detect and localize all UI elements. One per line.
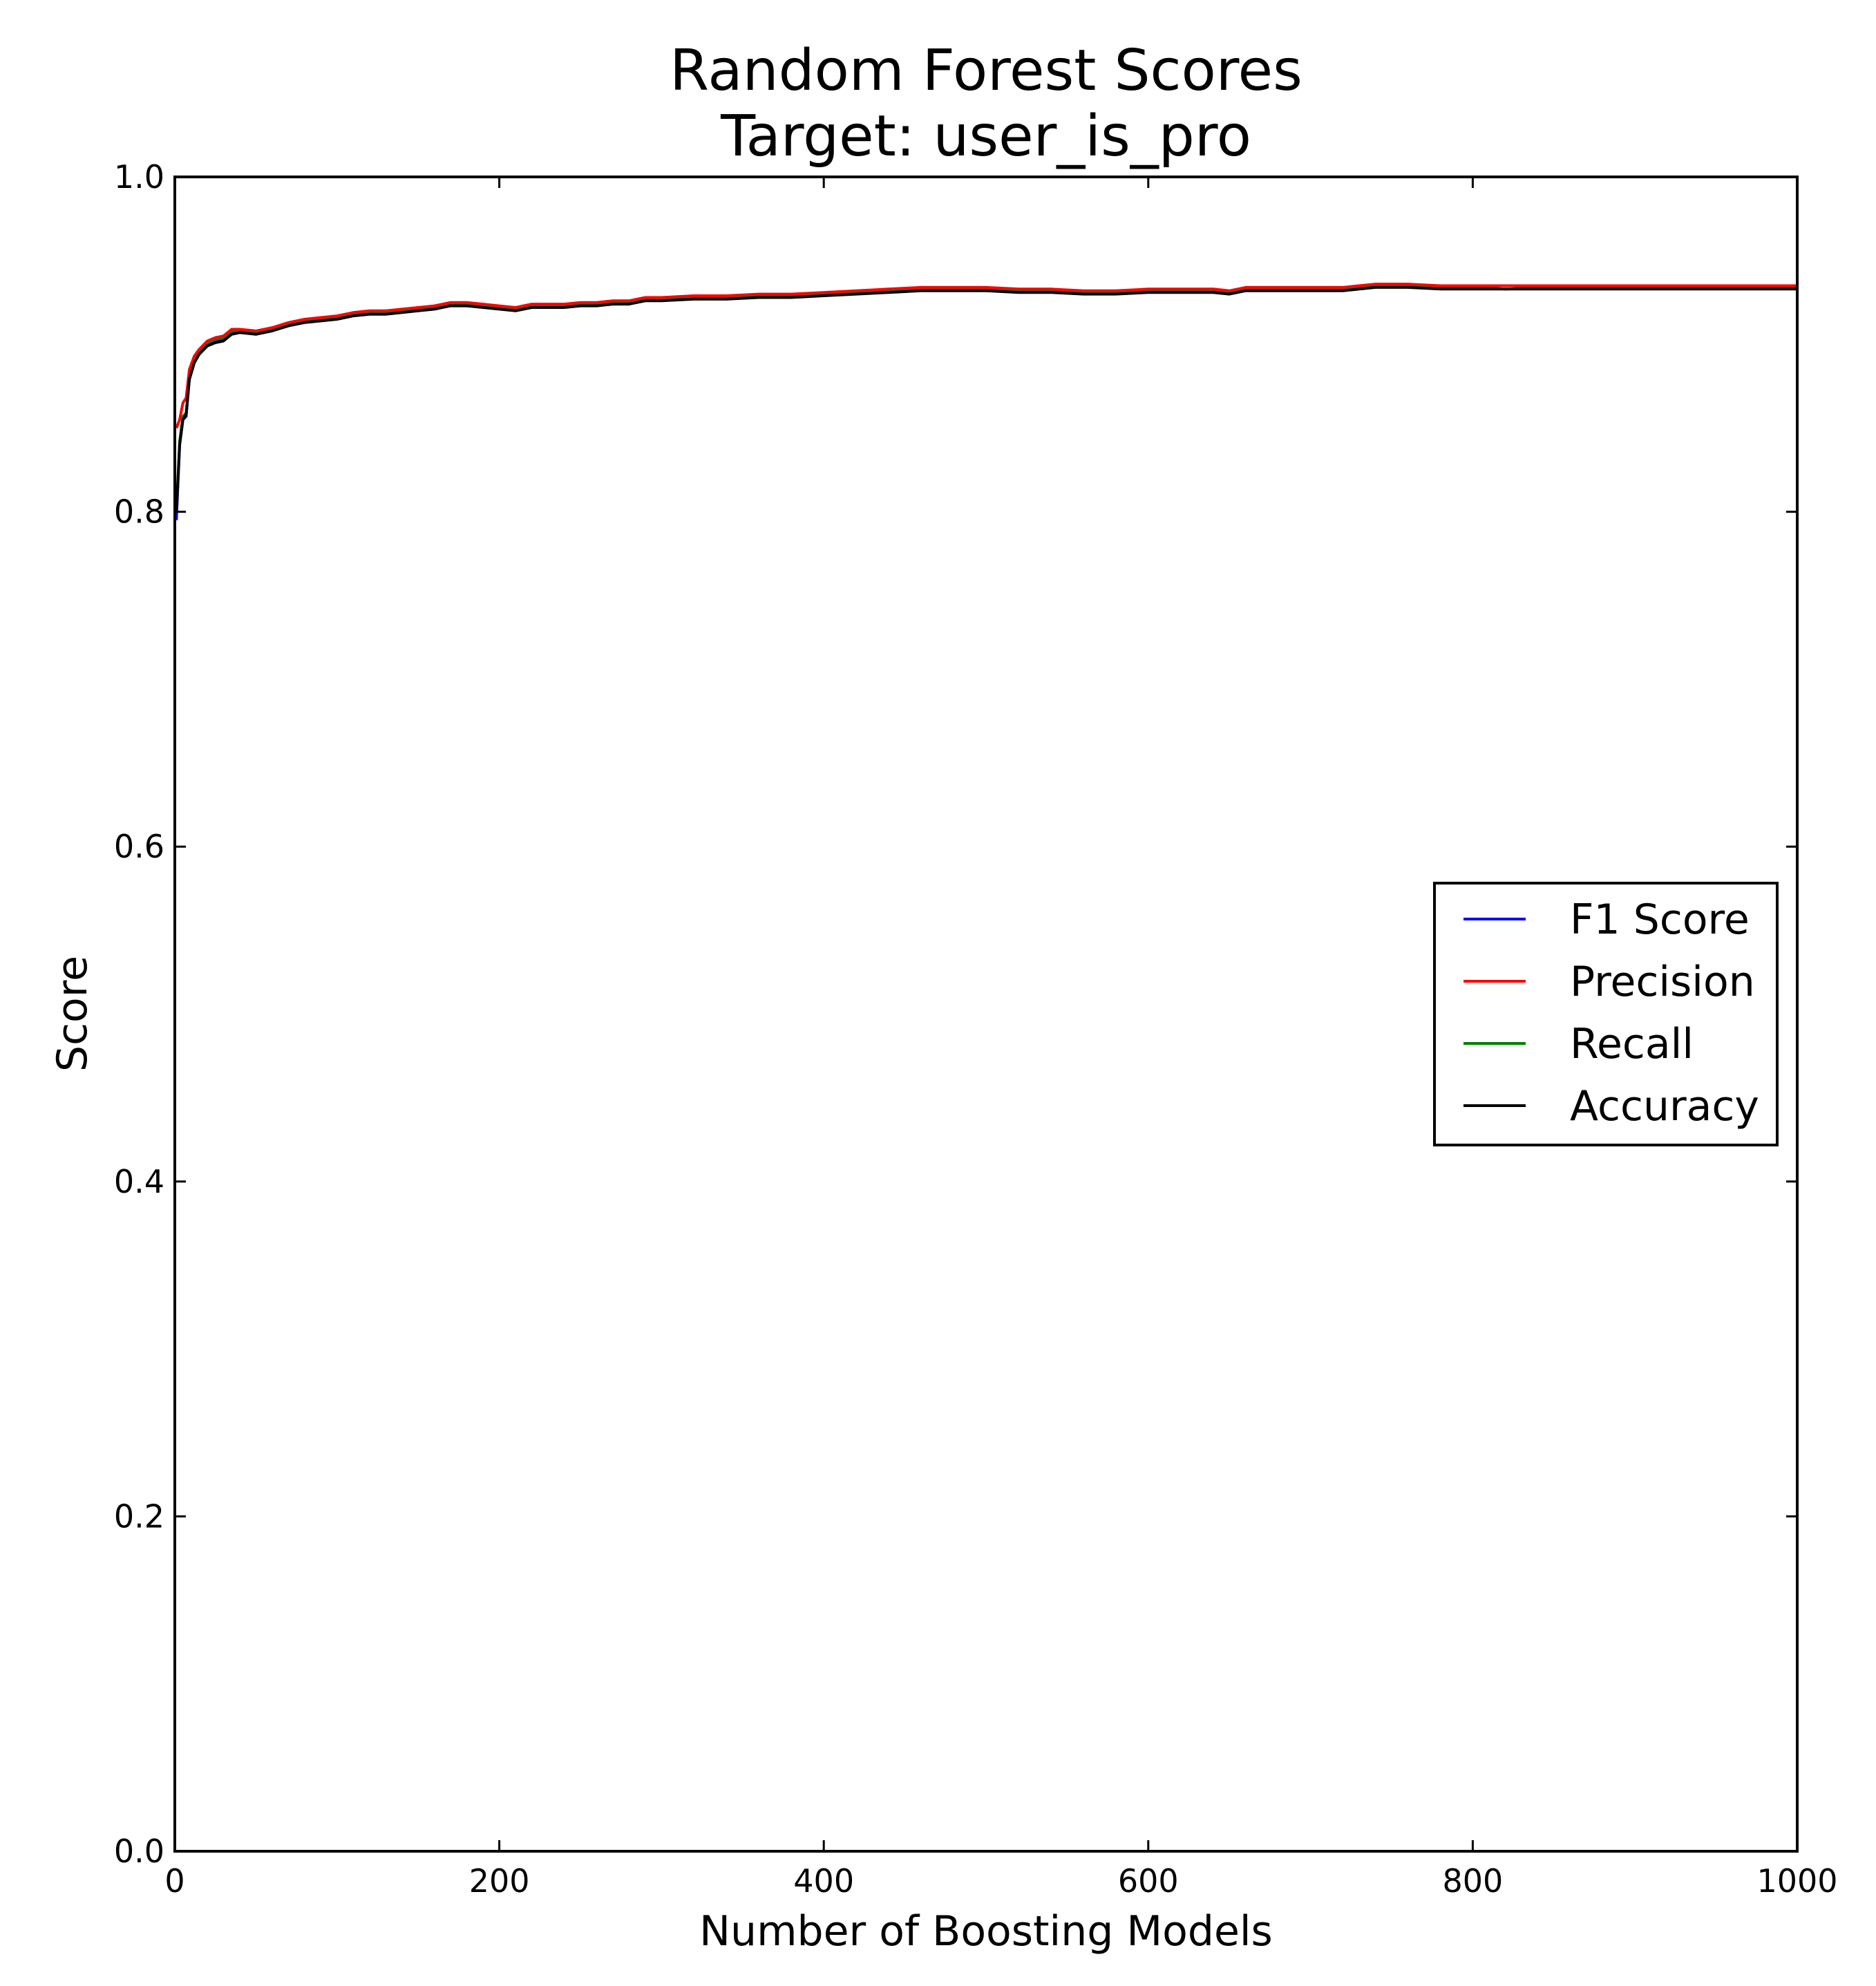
chart-subtitle: Target: user_is_pro [720, 104, 1251, 169]
x-tick-label: 400 [793, 1862, 854, 1900]
y-tick-label: 1.0 [114, 158, 164, 196]
legend-box [1433, 882, 1779, 1146]
x-tick-label: 200 [469, 1862, 530, 1900]
x-axis-ticks: 0 200 400 600 800 1000 [164, 177, 1838, 1900]
legend: F1 Score Precision Recall Accuracy [1433, 882, 1779, 1146]
x-tick-label: 1000 [1756, 1862, 1837, 1900]
x-tick-label: 800 [1442, 1862, 1503, 1900]
y-axis-label: Score [48, 956, 97, 1072]
y-axis-ticks: 0.0 0.2 0.4 0.6 0.8 1.0 [114, 158, 1797, 1870]
x-tick-label: 600 [1118, 1862, 1179, 1900]
plot-frame [173, 176, 1799, 1853]
legend-label-accuracy: Accuracy [1570, 1082, 1759, 1131]
y-tick-label: 0.8 [114, 493, 164, 531]
x-tick-label: 0 [164, 1862, 184, 1900]
series-line-accuracy [175, 285, 1797, 512]
x-axis-label: Number of Boosting Models [699, 1907, 1273, 1956]
y-tick-label: 0.4 [114, 1163, 164, 1200]
chart-title: Random Forest Scores [670, 38, 1302, 104]
legend-label-precision: Precision [1570, 958, 1755, 1006]
series-line-recall [175, 284, 1797, 512]
y-tick-label: 0.0 [114, 1833, 164, 1870]
legend-label-f1-score: F1 Score [1570, 896, 1750, 944]
legend-label-recall: Recall [1570, 1020, 1694, 1068]
y-tick-label: 0.6 [114, 828, 164, 865]
y-tick-label: 0.2 [114, 1497, 164, 1535]
series-line-precision [175, 283, 1797, 429]
plot-lines [175, 283, 1797, 520]
